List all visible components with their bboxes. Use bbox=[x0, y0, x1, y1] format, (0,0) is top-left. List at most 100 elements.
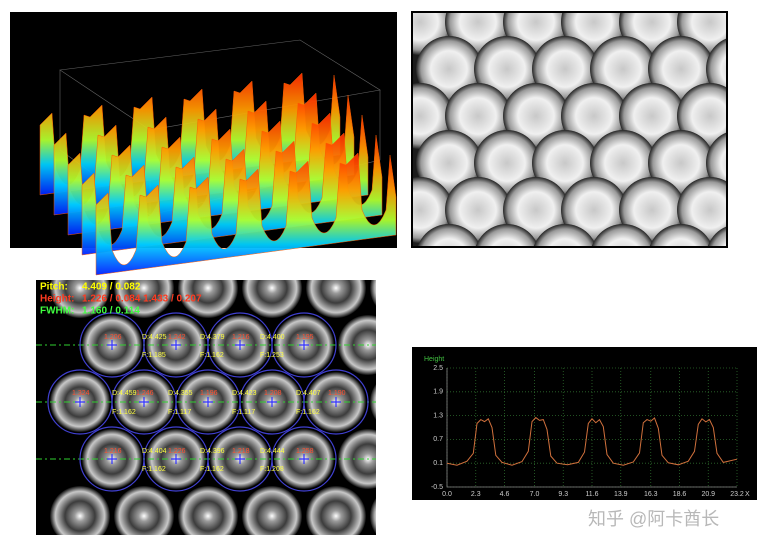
cell-label: D:4.425 bbox=[142, 334, 167, 341]
x-tick-label: 13.9 bbox=[614, 491, 628, 498]
cell-label: F:1.162 bbox=[142, 466, 166, 473]
lens bbox=[50, 486, 110, 535]
fit-circle bbox=[271, 426, 337, 492]
annotated-image bbox=[36, 280, 376, 535]
cell-label: D:4.423 bbox=[232, 390, 257, 397]
lens bbox=[338, 429, 376, 489]
lens bbox=[370, 280, 376, 306]
center-marker bbox=[235, 340, 245, 350]
cell-label: F:1.208 bbox=[260, 466, 284, 473]
center-marker bbox=[107, 454, 117, 464]
cell-label: D:4.400 bbox=[260, 334, 285, 341]
cell-label: 1.190 bbox=[328, 390, 346, 397]
lens-cell bbox=[764, 36, 774, 102]
center-marker bbox=[299, 454, 309, 464]
height-value: 1.226 / 0.084 1.433 / 0.207 bbox=[82, 294, 202, 305]
lens bbox=[306, 280, 366, 318]
cell-label: 1.206 bbox=[104, 334, 122, 341]
lens-cell bbox=[591, 224, 655, 247]
cell-label: F:1.117 bbox=[232, 409, 255, 416]
center-marker bbox=[171, 340, 181, 350]
profile-chart: Height X -0.5 0.1 0.7 1.3 1.9 2.5 0.0 2.3 4.6 7.0… bbox=[424, 356, 750, 498]
cell-label: 1.216 bbox=[232, 334, 250, 341]
center-marker bbox=[331, 397, 341, 407]
center-marker bbox=[235, 454, 245, 464]
watermark: 知乎 @阿卡酋长 bbox=[588, 509, 719, 529]
x-tick-label: 4.6 bbox=[500, 491, 510, 498]
lens bbox=[114, 280, 174, 318]
center-marker bbox=[75, 397, 85, 407]
pitch-label: Pitch: bbox=[40, 282, 68, 293]
cell-label: D:4.396 bbox=[200, 448, 225, 455]
cell-label: F:1.185 bbox=[142, 352, 166, 359]
surface-plot bbox=[39, 39, 397, 276]
center-marker bbox=[267, 397, 277, 407]
lens-cell bbox=[735, 177, 774, 243]
cell-label: F:1.162 bbox=[112, 409, 136, 416]
lens-cell bbox=[764, 224, 774, 290]
lens bbox=[242, 280, 302, 318]
y-tick-label: 1.3 bbox=[433, 412, 443, 419]
lens-cell bbox=[735, 0, 774, 55]
cell-label: 1.208 bbox=[264, 390, 282, 397]
x-tick-label: 9.3 bbox=[558, 491, 568, 498]
cell-label: 1.226 bbox=[168, 448, 186, 455]
fwhm-label: FWHM: bbox=[40, 306, 74, 317]
fit-circle bbox=[271, 312, 337, 378]
cell-label: F:1.253 bbox=[260, 352, 284, 359]
x-tick-label: 23.2 bbox=[730, 491, 744, 498]
cell-label: D:4.407 bbox=[296, 390, 321, 397]
lens-cell bbox=[475, 224, 539, 247]
height-label: Height: bbox=[40, 294, 74, 305]
cell-labels: 1.206 D:4.425 1.242 D:4.379 1.216 D:4.400 1.19… bbox=[72, 334, 346, 473]
x-tick-label: 18.6 bbox=[673, 491, 687, 498]
cell-label: 1.218 bbox=[232, 448, 250, 455]
axis-line bbox=[446, 368, 737, 488]
cell-label: F:1.117 bbox=[168, 409, 191, 416]
cell-label: 1.242 bbox=[168, 334, 186, 341]
lens-cell bbox=[707, 226, 727, 247]
lens-cell bbox=[735, 83, 774, 149]
lens bbox=[50, 280, 110, 318]
lens bbox=[114, 486, 174, 535]
cell-label: D:4.444 bbox=[260, 448, 285, 455]
x-tick-label: 16.3 bbox=[644, 491, 658, 498]
lens-cell bbox=[764, 130, 774, 196]
center-marker bbox=[203, 397, 213, 407]
lens bbox=[306, 486, 366, 535]
fit-circle bbox=[303, 369, 369, 435]
panel-border bbox=[411, 11, 728, 248]
cell-label: 1.195 bbox=[296, 334, 314, 341]
fwhm-value: 1.160 / 0.114 bbox=[82, 306, 140, 317]
pitch-value: 4.409 / 0.082 bbox=[82, 282, 141, 293]
x-tick-label: 0.0 bbox=[442, 491, 452, 498]
lens-cell bbox=[533, 224, 597, 247]
cell-label: F:1.162 bbox=[296, 409, 320, 416]
profile-line bbox=[446, 416, 738, 466]
cell-label: 1.246 bbox=[136, 390, 154, 397]
cell-label: D:4.459 bbox=[112, 390, 137, 397]
y-axis-label: Height bbox=[424, 356, 444, 363]
cell-label: 1.216 bbox=[104, 448, 122, 455]
y-tick-label: 0.1 bbox=[433, 460, 443, 467]
cell-label: D:4.355 bbox=[168, 390, 193, 397]
center-marker bbox=[107, 340, 117, 350]
center-marker bbox=[139, 397, 149, 407]
x-tick-label: 2.3 bbox=[471, 491, 481, 498]
cell-label: D:4.379 bbox=[200, 334, 225, 341]
lens bbox=[242, 486, 302, 535]
measurement-header: Pitch: 4.409 / 0.082 Height: 1.226 / 0.0… bbox=[40, 282, 202, 317]
cell-label: 1.324 bbox=[72, 390, 90, 397]
y-tick-label: 0.7 bbox=[433, 436, 443, 443]
x-tick-label: 20.9 bbox=[701, 491, 715, 498]
lens-cell bbox=[417, 224, 481, 247]
microscope-image bbox=[412, 0, 774, 290]
center-marker bbox=[171, 454, 181, 464]
lens bbox=[338, 315, 376, 375]
x-axis-label: X bbox=[745, 491, 750, 498]
y-tick-label: 1.9 bbox=[433, 389, 443, 396]
lens bbox=[178, 280, 238, 318]
x-tick-label: 11.6 bbox=[585, 491, 598, 498]
cell-label: F:1.162 bbox=[200, 352, 224, 359]
